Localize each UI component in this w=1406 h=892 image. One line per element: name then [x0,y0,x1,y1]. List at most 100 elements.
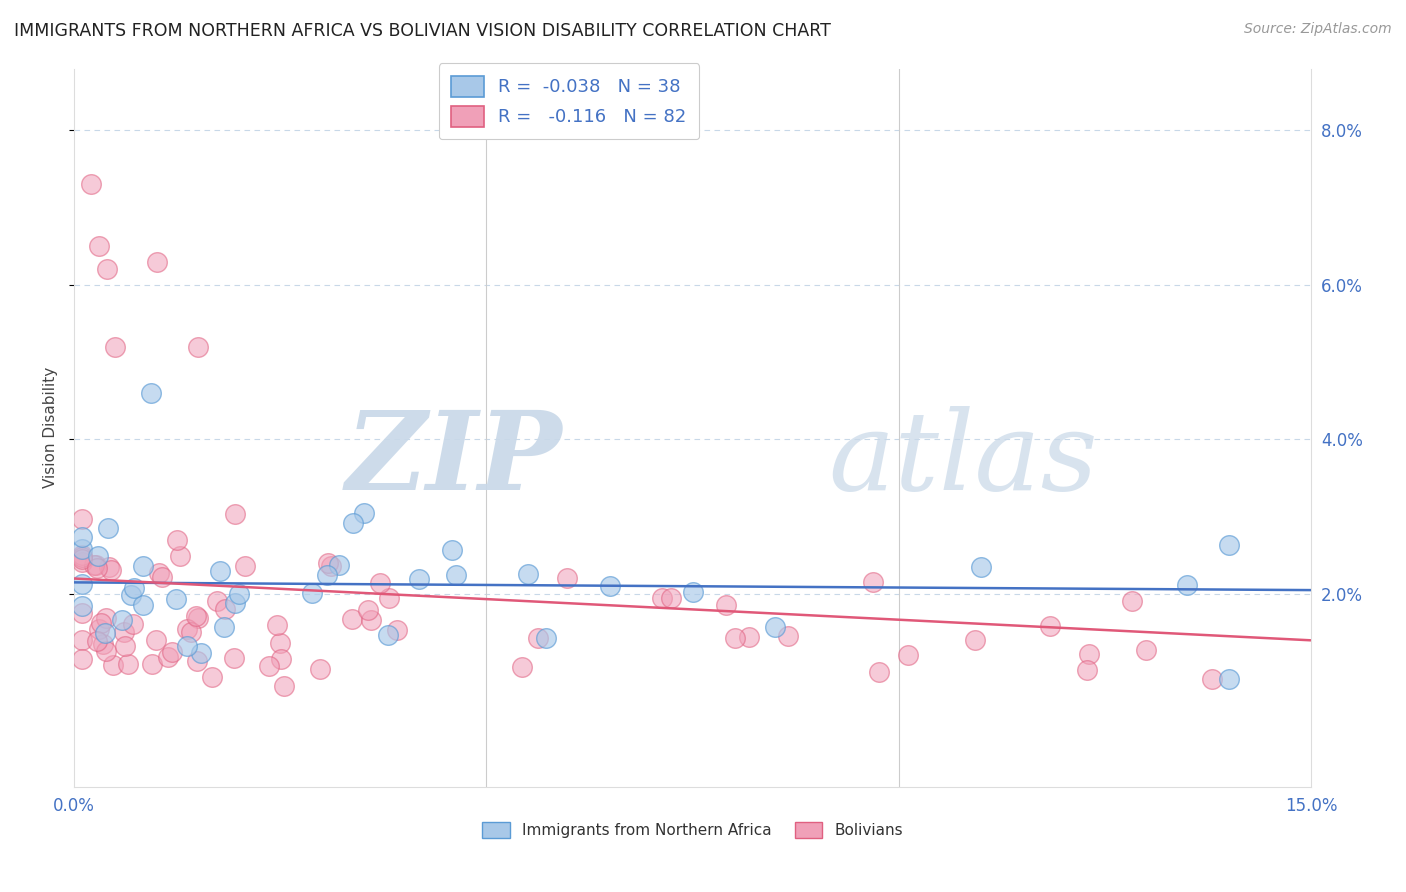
Point [176,639,198,653]
Point [148,566,170,580]
Point [86,558,108,573]
Point [131,558,153,573]
Point [100,563,122,577]
Point [186,654,208,668]
Point [319,559,342,574]
Legend: Immigrants from Northern Africa, Bolivians: Immigrants from Northern Africa, Bolivia… [477,816,910,844]
Point [353,506,375,520]
Point [180,624,202,639]
Point [150,570,173,584]
Point [145,254,167,268]
Point [270,652,292,666]
Point [214,602,236,616]
Text: Source: ZipAtlas.com: Source: ZipAtlas.com [1244,22,1392,37]
Point [117,657,139,671]
Point [385,623,408,637]
Point [377,628,399,642]
Point [316,567,339,582]
Point [408,572,430,586]
Point [110,613,132,627]
Point [86,561,108,575]
Point [682,585,704,599]
Point [316,556,339,570]
Point [360,613,382,627]
Point [169,549,191,563]
Y-axis label: Vision Disability: Vision Disability [44,368,58,489]
Point [233,559,256,574]
Point [356,603,378,617]
Point [139,386,162,401]
Point [86,633,108,648]
Point [186,609,208,624]
Point [141,657,163,672]
Point [328,558,350,572]
Point [121,617,143,632]
Point [72,542,94,557]
Point [444,568,467,582]
Point [1177,578,1199,592]
Point [145,633,167,648]
Point [114,639,136,653]
Point [187,340,209,354]
Point [104,340,127,354]
Point [368,576,391,591]
Point [72,599,94,613]
Point [72,576,94,591]
Point [96,643,118,657]
Point [94,610,117,624]
Point [868,665,890,680]
Point [1121,594,1143,608]
Point [970,560,993,574]
Point [526,631,548,645]
Point [599,579,621,593]
Point [269,635,291,649]
Point [224,508,246,522]
Point [122,581,145,595]
Point [1135,642,1157,657]
Point [72,633,94,648]
Point [1078,647,1101,661]
Point [714,598,737,612]
Point [98,559,121,574]
Point [510,659,533,673]
Point [87,549,110,564]
Point [342,612,364,626]
Point [165,591,187,606]
Point [224,650,246,665]
Point [160,645,183,659]
Point [96,262,118,277]
Point [207,594,229,608]
Point [201,670,224,684]
Point [377,591,399,605]
Point [101,658,124,673]
Point [166,533,188,547]
Point [72,555,94,569]
Point [228,587,250,601]
Point [187,611,209,625]
Point [87,239,110,253]
Point [94,626,117,640]
Point [112,625,135,640]
Point [1039,619,1062,633]
Point [132,599,155,613]
Point [555,571,578,585]
Point [72,551,94,566]
Point [1201,672,1223,686]
Point [659,591,682,606]
Point [724,632,747,646]
Point [83,558,105,573]
Point [342,516,364,531]
Point [1218,672,1240,686]
Point [273,679,295,693]
Point [72,530,94,544]
Point [778,629,800,643]
Point [72,512,94,526]
Point [212,620,235,634]
Point [257,658,280,673]
Point [862,574,884,589]
Text: IMMIGRANTS FROM NORTHERN AFRICA VS BOLIVIAN VISION DISABILITY CORRELATION CHART: IMMIGRANTS FROM NORTHERN AFRICA VS BOLIV… [14,22,831,40]
Point [266,617,288,632]
Point [1076,663,1098,677]
Point [190,646,212,660]
Point [87,622,110,636]
